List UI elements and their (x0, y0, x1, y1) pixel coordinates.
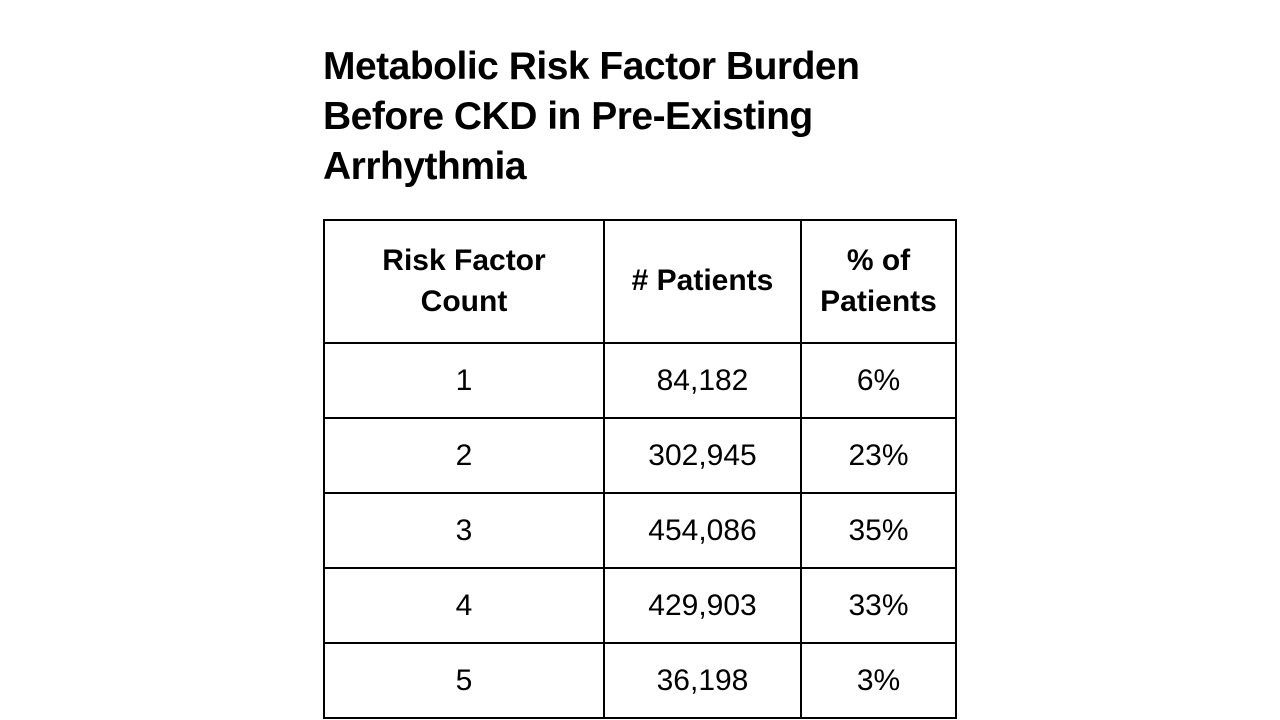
figure-title: Metabolic Risk Factor Burden Before CKD … (323, 45, 860, 188)
table-row: 5 36,198 3% (323, 642, 957, 719)
header-num-patients: # Patients (603, 219, 802, 344)
cell-risk-factor-count: 4 (323, 567, 605, 644)
figure-container: Metabolic Risk Factor Burden Before CKD … (323, 42, 983, 719)
cell-risk-factor-count: 1 (323, 342, 605, 419)
table-header: Risk Factor Count # Patients % of Patien… (323, 219, 957, 344)
header-pct-patients: % of Patients (800, 219, 957, 344)
table-row: 3 454,086 35% (323, 492, 957, 569)
cell-num-patients: 302,945 (603, 417, 802, 494)
header-num-patients-label: # Patients (631, 264, 774, 298)
cell-pct-patients: 33% (800, 567, 957, 644)
cell-risk-factor-count: 5 (323, 642, 605, 719)
cell-num-patients: 84,182 (603, 342, 802, 419)
header-risk-factor-count-label: Risk Factor Count (382, 244, 546, 318)
table-body: 1 84,182 6% 2 302,945 23% 3 454,086 35% … (323, 342, 957, 719)
cell-pct-patients: 23% (800, 417, 957, 494)
cell-risk-factor-count: 3 (323, 492, 605, 569)
cell-pct-patients: 6% (800, 342, 957, 419)
header-pct-patients-label: % of Patients (820, 244, 937, 318)
table-header-row: Risk Factor Count # Patients % of Patien… (323, 219, 957, 344)
cell-num-patients: 36,198 (603, 642, 802, 719)
risk-factor-table: Risk Factor Count # Patients % of Patien… (323, 219, 957, 719)
cell-pct-patients: 3% (800, 642, 957, 719)
cell-pct-patients: 35% (800, 492, 957, 569)
table-row: 2 302,945 23% (323, 417, 957, 494)
table-row: 4 429,903 33% (323, 567, 957, 644)
cell-risk-factor-count: 2 (323, 417, 605, 494)
cell-num-patients: 454,086 (603, 492, 802, 569)
cell-num-patients: 429,903 (603, 567, 802, 644)
header-risk-factor-count: Risk Factor Count (323, 219, 605, 344)
table-row: 1 84,182 6% (323, 342, 957, 419)
